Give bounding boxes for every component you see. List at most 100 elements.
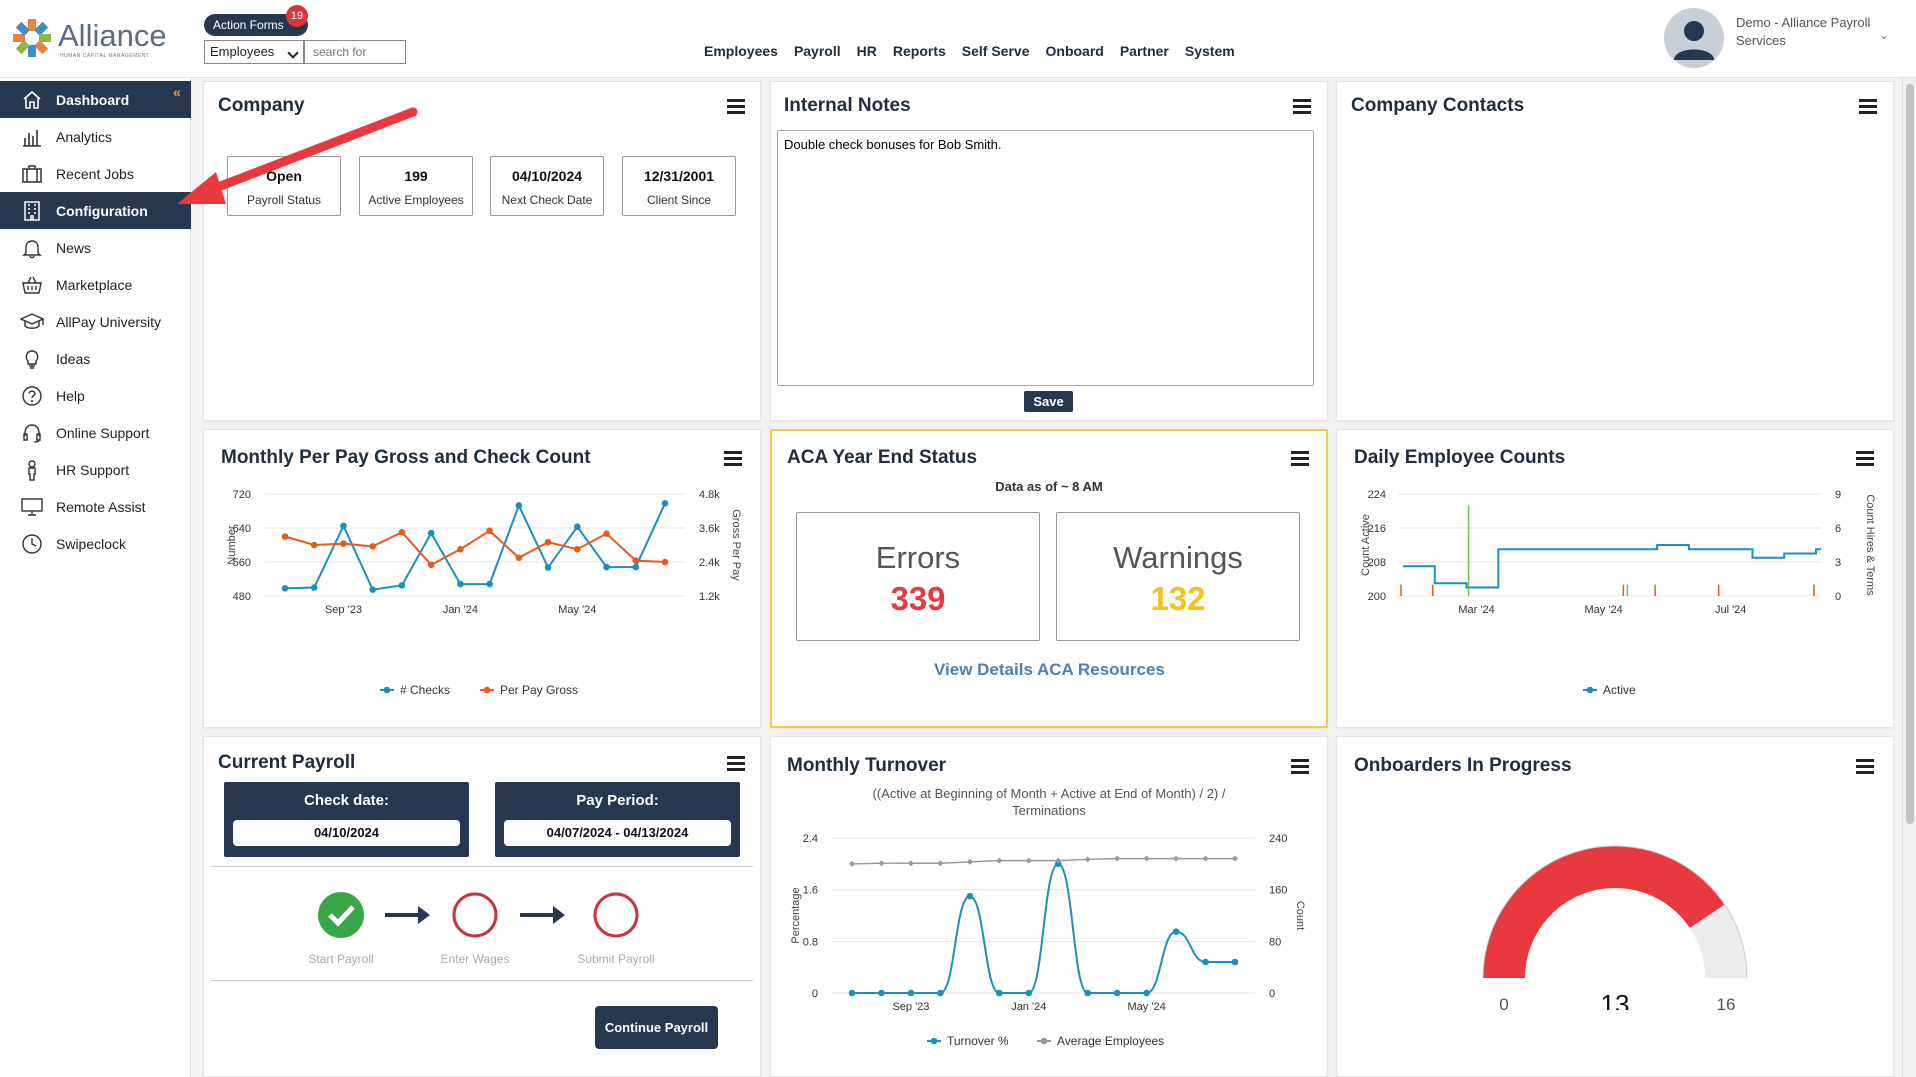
hamburger-menu-icon[interactable]	[1859, 99, 1877, 114]
sidebar-item-hr-support[interactable]: HR Support	[0, 451, 191, 488]
data-point	[907, 989, 915, 997]
nav-self-serve[interactable]: Self Serve	[961, 43, 1030, 59]
step-start-payroll-icon[interactable]	[318, 892, 364, 938]
hamburger-menu-icon[interactable]	[1856, 759, 1874, 774]
data-point	[996, 857, 1003, 864]
y-tick-label: 720	[233, 489, 251, 501]
chart-subtitle-line1: ((Active at Beginning of Month + Active …	[873, 786, 1226, 801]
user-avatar[interactable]	[1664, 8, 1724, 68]
monthly-gross-card	[203, 429, 761, 728]
hamburger-menu-icon[interactable]	[1291, 759, 1309, 774]
stat-label: Client Since	[646, 193, 712, 207]
sidebar-item-recent-jobs[interactable]: Recent Jobs	[0, 155, 191, 192]
chevron-down-icon[interactable]: ⌄	[1879, 28, 1890, 42]
y-right-axis-label: Gross Per Pay	[730, 509, 742, 581]
divider	[211, 980, 753, 981]
step-label: Submit Payroll	[577, 952, 655, 966]
alliance-logo[interactable]: Alliance HUMAN CAPITAL MANAGEMENT	[10, 14, 167, 62]
data-point	[1054, 860, 1062, 868]
sidebar-item-ideas[interactable]: Ideas	[0, 340, 191, 377]
stat-value: 12/31/2001	[643, 168, 715, 184]
hamburger-menu-icon[interactable]	[1291, 451, 1309, 466]
y-axis-label: Count Active	[1360, 514, 1372, 576]
nav-reports[interactable]: Reports	[892, 43, 946, 59]
sidebar-item-help[interactable]: Help	[0, 377, 191, 414]
sidebar-item-swipeclock[interactable]: Swipeclock	[0, 525, 191, 562]
action-forms-button[interactable]: Action Forms	[204, 14, 308, 36]
aca-errors-box[interactable]: Errors 339	[796, 512, 1040, 641]
nav-onboard[interactable]: Onboard	[1045, 43, 1104, 59]
legend-label: Turnover %	[947, 1034, 1009, 1048]
sidebar-item-online-support[interactable]: Online Support	[0, 414, 191, 451]
nav-payroll[interactable]: Payroll	[793, 43, 841, 59]
sidebar-item-allpay-university[interactable]: AllPay University	[0, 303, 191, 340]
step-enter-wages-icon[interactable]	[452, 892, 498, 938]
daily-counts-chart: 200 208 216 224 0 3 6 9 Count Active Count Hires …	[1360, 489, 1876, 697]
brand-name: Alliance	[58, 18, 167, 53]
sidebar-item-news[interactable]: News	[0, 229, 191, 266]
onboarders-card	[1336, 736, 1894, 1077]
series-line	[1403, 544, 1821, 589]
y-tick-label: 560	[233, 557, 251, 569]
aca-warnings-box[interactable]: Warnings 132	[1056, 512, 1300, 641]
step-submit-payroll-icon[interactable]	[593, 892, 639, 938]
x-tick-label: May '24	[558, 604, 596, 616]
data-point	[340, 540, 347, 547]
sidebar-item-analytics[interactable]: Analytics	[0, 118, 191, 155]
sidebar-item-configuration[interactable]: Configuration	[0, 192, 191, 229]
sidebar-item-label: Recent Jobs	[56, 165, 134, 182]
y-tick-label: 200	[1368, 591, 1386, 603]
step-label: Enter Wages	[440, 952, 510, 966]
search-type-select[interactable]: Employees	[204, 40, 304, 64]
nav-hr[interactable]: HR	[856, 43, 877, 59]
data-point	[427, 561, 435, 569]
gauge-max-label: 16	[1717, 995, 1736, 1010]
question-circle-icon	[20, 384, 44, 408]
company-title: Company	[218, 95, 305, 116]
aca-subtitle: Data as of ~ 8 AM	[995, 479, 1103, 494]
hamburger-menu-icon[interactable]	[1293, 99, 1311, 114]
stat-label: Active Employees	[368, 193, 464, 207]
nav-partner[interactable]: Partner	[1119, 43, 1169, 59]
data-point	[661, 500, 669, 507]
collapse-sidebar-icon[interactable]: «	[173, 84, 181, 100]
hamburger-menu-icon[interactable]	[724, 451, 742, 466]
legend-marker	[383, 686, 391, 694]
series-line	[284, 529, 666, 567]
series-line	[852, 862, 1236, 994]
internal-notes-title: Internal Notes	[784, 95, 911, 116]
x-tick-label: Sep '23	[325, 604, 362, 616]
page-scrollbar[interactable]	[1902, 78, 1916, 1077]
data-point	[486, 527, 493, 535]
sidebar-item-dashboard[interactable]: Dashboard	[0, 81, 191, 118]
data-point	[632, 563, 640, 571]
y-axis-label: Percentage	[790, 887, 802, 943]
legend-marker	[1586, 686, 1594, 694]
sidebar-item-remote-assist[interactable]: Remote Assist	[0, 488, 191, 525]
search-input[interactable]	[304, 40, 406, 64]
nav-system[interactable]: System	[1184, 43, 1235, 59]
legend-label: Active	[1603, 683, 1636, 697]
y-right-axis-label: Count	[1294, 901, 1306, 930]
user-account-name[interactable]: Demo - Alliance Payroll Services	[1736, 14, 1886, 50]
monthly-gross-title: Monthly Per Pay Gross and Check Count	[221, 447, 591, 468]
y-right-tick-label: 4.8k	[699, 489, 720, 501]
y-tick-label: 216	[1368, 523, 1386, 535]
x-tick-label: Jan '24	[1011, 1001, 1046, 1013]
save-notes-button[interactable]: Save	[1024, 391, 1073, 412]
sidebar-item-marketplace[interactable]: Marketplace	[0, 266, 191, 303]
continue-payroll-button[interactable]: Continue Payroll	[595, 1006, 718, 1049]
internal-notes-textarea[interactable]: Double check bonuses for Bob Smith.	[777, 130, 1314, 386]
aca-details-link[interactable]: View Details ACA Resources	[934, 660, 1165, 679]
data-point	[1084, 989, 1091, 997]
y-tick-label: 224	[1368, 489, 1386, 501]
nav-employees[interactable]: Employees	[704, 43, 778, 59]
hamburger-menu-icon[interactable]	[727, 99, 745, 114]
scrollbar-thumb[interactable]	[1906, 84, 1914, 824]
stat-value: 04/10/2024	[511, 168, 583, 184]
headset-icon	[20, 421, 44, 445]
y-right-tick-label: 9	[1835, 489, 1841, 501]
lightbulb-icon	[20, 347, 44, 371]
hamburger-menu-icon[interactable]	[1856, 451, 1874, 466]
hamburger-menu-icon[interactable]	[727, 756, 745, 771]
